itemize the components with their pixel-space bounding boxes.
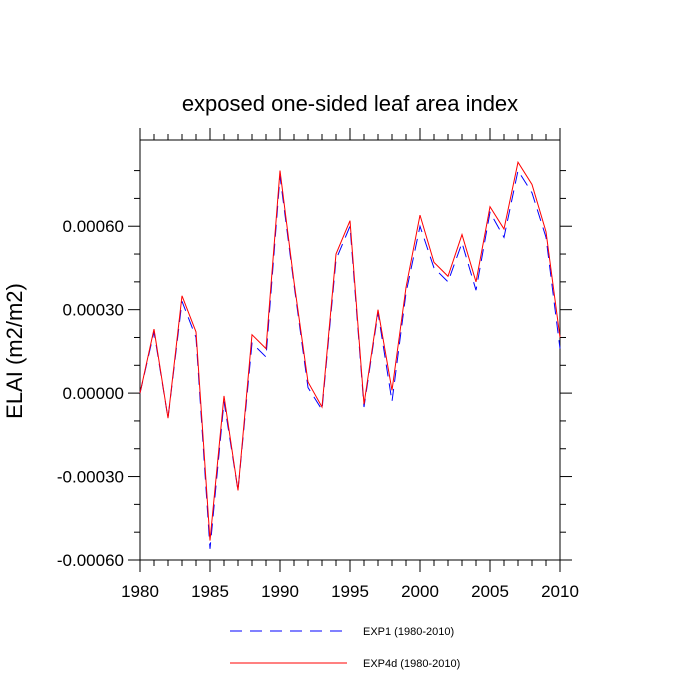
x-tick-label: 1985 [191, 582, 229, 601]
legend: EXP1 (1980-2010) EXP4d (1980-2010) [230, 626, 460, 670]
y-axis-label: ELAI (m2/m2) [2, 283, 27, 419]
series-line-exp4d [139, 160, 561, 541]
legend-label: EXP1 (1980-2010) [363, 626, 454, 638]
y-tick-label: 0.00060 [63, 217, 124, 236]
legend-label: EXP4d (1980-2010) [363, 658, 460, 670]
axis-ticks [128, 128, 572, 572]
x-tick-label: 2005 [471, 582, 509, 601]
x-tick-label: 2000 [401, 582, 439, 601]
chart-title: exposed one-sided leaf area index [182, 91, 518, 116]
series-line-exp1 [139, 169, 561, 549]
x-tick-label: 2010 [541, 582, 579, 601]
series-layer [139, 160, 561, 549]
x-tick-label: 1990 [261, 582, 299, 601]
y-tick-label: 0.00030 [63, 301, 124, 320]
y-tick-label: -0.00030 [57, 468, 124, 487]
y-tick-label: -0.00060 [57, 551, 124, 570]
x-tick-label: 1980 [121, 582, 159, 601]
axis-tick-labels: 1980 1985 1990 1995 2000 2005 2010 -0.00060 -0.0… [57, 217, 579, 601]
x-tick-label: 1995 [331, 582, 369, 601]
y-tick-label: 0.00000 [63, 384, 124, 403]
plot-area-frame [139, 139, 561, 561]
